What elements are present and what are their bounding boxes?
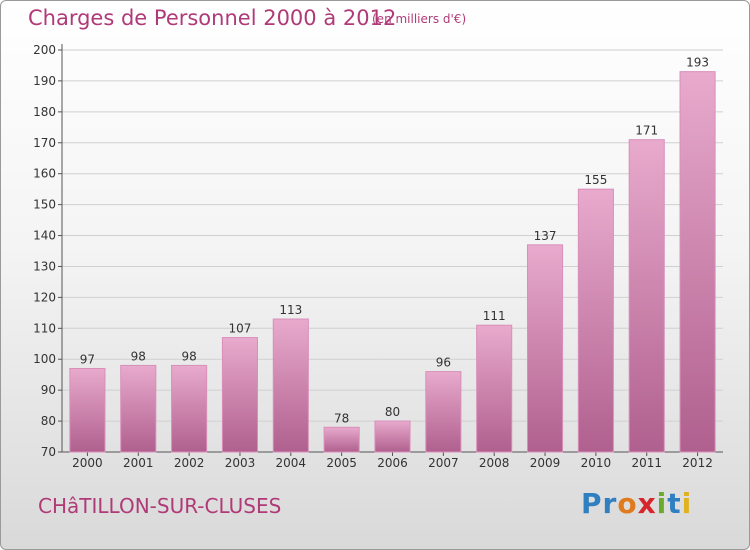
data-label: 98	[131, 349, 146, 363]
data-label: 107	[229, 322, 252, 336]
bar-2009	[526, 244, 564, 453]
y-tick-label: 110	[33, 321, 56, 335]
logo-letter: r	[602, 487, 618, 520]
data-label: 98	[181, 349, 196, 363]
data-label: 171	[635, 124, 658, 138]
y-tick-label: 170	[33, 136, 56, 150]
data-label: 137	[534, 229, 557, 243]
logo-letter: x	[637, 487, 657, 520]
y-tick-label: 200	[33, 43, 56, 57]
bar-2002	[171, 364, 208, 453]
proxiti-logo: Proxiti	[581, 487, 692, 520]
y-tick-label: 100	[33, 352, 56, 366]
commune-name: CHâTILLON-SUR-CLUSES	[38, 494, 282, 518]
bar-2012	[679, 71, 716, 453]
x-tick-label: 2000	[72, 456, 103, 470]
y-tick-label: 160	[33, 167, 56, 181]
y-tick-label: 140	[33, 229, 56, 243]
x-tick-label: 2011	[631, 456, 662, 470]
x-tick-label: 2012	[682, 456, 713, 470]
x-tick-label: 2001	[123, 456, 154, 470]
logo-letter: t	[667, 487, 682, 520]
bar-2007	[425, 371, 462, 453]
logo-letter: i	[681, 487, 693, 520]
y-tick-label: 130	[33, 259, 56, 273]
x-tick-label: 2004	[276, 456, 307, 470]
bar-2006	[374, 420, 411, 453]
grid-lines	[62, 49, 723, 453]
x-tick-label: 2003	[225, 456, 256, 470]
bar-2001	[120, 364, 157, 453]
y-tick-label: 180	[33, 105, 56, 119]
bar-2010	[577, 188, 614, 453]
labels: 97 2000 98 2001 98 2002 107 2003 113 2004 78 2005 80…	[72, 56, 713, 470]
data-label: 111	[483, 309, 506, 323]
y-tick-label: 70	[41, 445, 56, 459]
data-label: 80	[385, 405, 400, 419]
x-tick-label: 2007	[428, 456, 459, 470]
logo-letter: i	[656, 487, 668, 520]
x-tick-label: 2010	[581, 456, 612, 470]
y-tick-label: 150	[33, 198, 56, 212]
bar-2004	[272, 318, 309, 453]
y-tick-label: 190	[33, 74, 56, 88]
chart-subtitle: (en milliers d'€)	[372, 12, 467, 26]
data-label: 155	[584, 173, 607, 187]
data-label: 113	[279, 303, 302, 317]
y-tick-label: 120	[33, 290, 56, 304]
logo-letter: o	[617, 487, 638, 520]
x-tick-label: 2002	[174, 456, 205, 470]
bar-2005	[323, 426, 360, 453]
x-tick-label: 2005	[326, 456, 357, 470]
logo-letter: P	[581, 487, 603, 520]
x-tick-label: 2006	[377, 456, 408, 470]
bar-2011	[628, 139, 665, 453]
bar-2003	[221, 337, 259, 453]
bars	[69, 71, 716, 453]
x-tick-label: 2008	[479, 456, 510, 470]
chart-title: Charges de Personnel 2000 à 2012	[28, 6, 397, 30]
x-tick-label: 2009	[530, 456, 561, 470]
bar-2000	[69, 368, 106, 453]
bar-2008	[476, 324, 513, 453]
y-tick-label: 80	[41, 414, 56, 428]
y-tick-label: 90	[41, 383, 56, 397]
data-label: 97	[80, 353, 95, 367]
data-label: 193	[686, 56, 709, 70]
data-label: 96	[436, 356, 451, 370]
data-label: 78	[334, 411, 349, 425]
